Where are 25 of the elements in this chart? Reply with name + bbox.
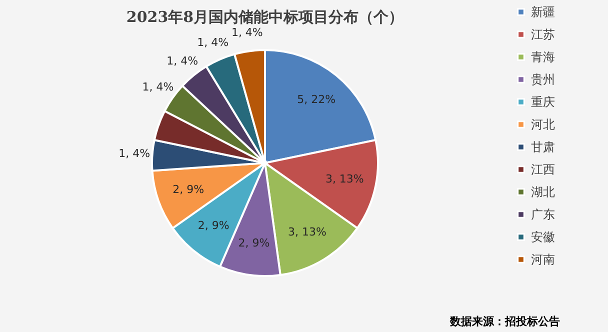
legend-label: 河南 (531, 252, 555, 266)
legend-label: 广东 (531, 208, 555, 222)
data-label: 1, 4% (166, 54, 198, 68)
data-label: 3, 13% (325, 172, 364, 186)
data-label: 2, 9% (238, 236, 270, 250)
legend-label: 河北 (531, 118, 555, 132)
legend-label: 江西 (531, 162, 555, 176)
legend-label: 重庆 (531, 95, 555, 109)
data-label: 1, 4% (231, 26, 263, 40)
data-label: 5, 22% (297, 92, 336, 106)
chart-title: 2023年8月国内储能中标项目分布（个） (126, 8, 404, 26)
legend-label: 青海 (531, 50, 555, 64)
legend-label: 江苏 (531, 28, 555, 42)
source-note: 数据来源：招投标公告 (449, 315, 560, 328)
data-label: 1, 4% (197, 36, 229, 49)
legend-label: 安徽 (531, 230, 555, 244)
data-label: 3, 13% (288, 226, 326, 239)
data-label: 1, 4% (142, 80, 174, 94)
legend-label: 湖北 (531, 185, 555, 199)
data-label: 1, 4% (118, 147, 150, 160)
data-label: 2, 9% (172, 183, 204, 196)
data-label: 2, 9% (198, 219, 230, 232)
legend-label: 新疆 (531, 5, 555, 19)
legend-label: 贵州 (531, 72, 555, 86)
legend-label: 甘肃 (531, 140, 555, 154)
